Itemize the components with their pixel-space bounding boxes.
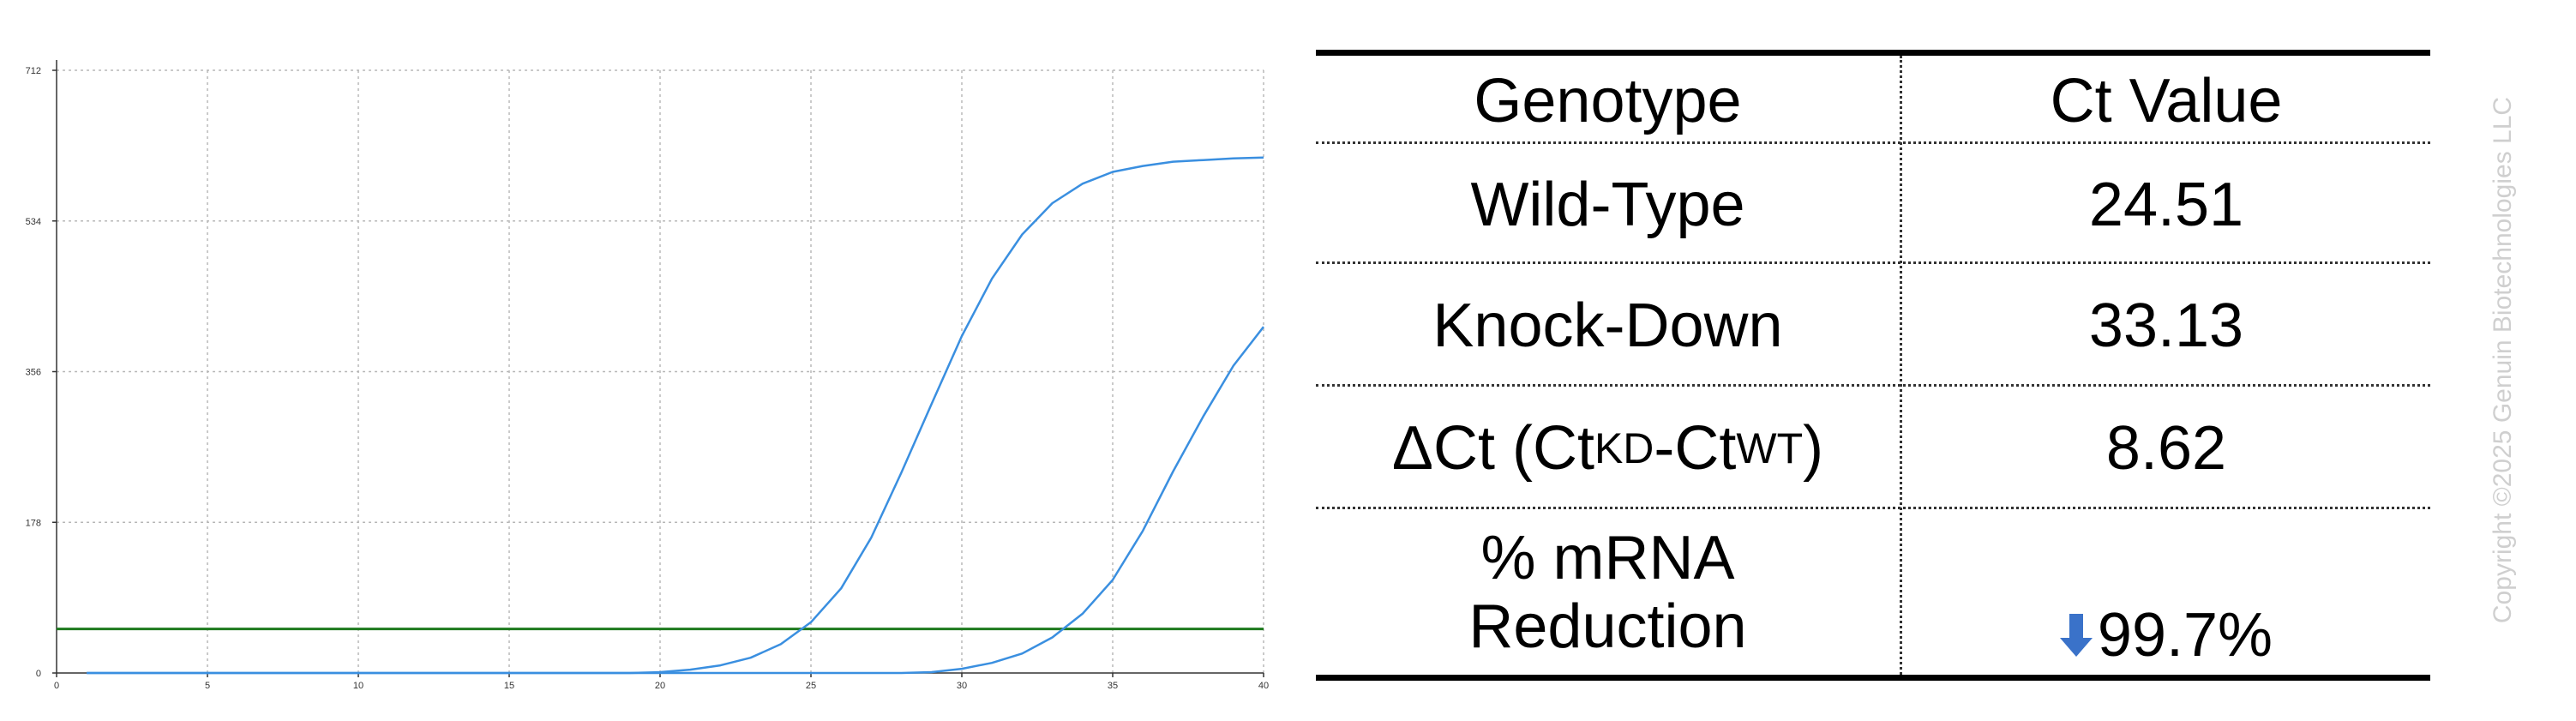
y-tick-label: 712 [26, 66, 41, 76]
y-tick-label: 356 [26, 368, 41, 378]
amplification-curve-1 [87, 156, 1264, 675]
x-tick-label: 15 [504, 681, 514, 691]
y-tick-label: 0 [36, 669, 41, 679]
delta-ct-lead: ΔCt (Ct [1391, 414, 1594, 483]
results-table: Genotype Ct Value Wild-Type 24.51 Knock-… [1316, 50, 2430, 681]
x-tick-label: 5 [205, 681, 210, 691]
row-divider [1316, 507, 2430, 509]
row-divider [1316, 261, 2430, 264]
y-tick-label: 178 [26, 518, 41, 528]
watermark-text: Copyright ©2025 Genuin Biotechnologies L… [2489, 96, 2517, 624]
amplification-curve-2 [87, 326, 1264, 675]
x-tick-label: 35 [1108, 681, 1118, 691]
row-value-knock-down: 33.13 [2088, 291, 2244, 360]
delta-ct-close: ) [1803, 414, 1824, 483]
row-label-mrna-reduction: % mRNA Reduction [1316, 511, 1900, 674]
down-arrow-icon [2059, 614, 2093, 657]
row-label-delta-ct: ΔCt (Ct KD -Ct WT) [1316, 388, 1900, 508]
row-value-delta-ct: 8.62 [2105, 414, 2227, 483]
row-value-mrna-reduction: 99.7% [1902, 597, 2430, 674]
x-tick-label: 0 [54, 681, 59, 691]
x-tick-label: 40 [1258, 681, 1269, 691]
qpcr-amplification-chart: 0 5 10 15 20 25 30 35 40 0 178 356 534 712 [26, 60, 1269, 691]
tick-labels: 0 5 10 15 20 25 30 35 40 0 178 356 534 712 [26, 66, 1269, 691]
header-ct-value: Ct Value [2050, 67, 2283, 135]
x-tick-label: 20 [655, 681, 665, 691]
row-label-knock-down: Knock-Down [1432, 291, 1783, 360]
grid-lines [57, 69, 1264, 673]
x-tick-label: 25 [806, 681, 816, 691]
reduction-label-line1: % mRNA [1480, 524, 1735, 592]
table-bottom-rule [1316, 675, 2430, 681]
delta-ct-sub-wt: WT [1736, 424, 1804, 472]
row-label-wild-type: Wild-Type [1470, 171, 1745, 239]
x-tick-label: 10 [353, 681, 363, 691]
chart-axes [52, 60, 1264, 677]
delta-ct-mid: -Ct [1654, 414, 1737, 483]
y-tick-label: 534 [26, 217, 41, 227]
header-genotype: Genotype [1474, 67, 1742, 135]
table-top-rule [1316, 50, 2430, 56]
row-divider [1316, 384, 2430, 387]
x-tick-label: 30 [957, 681, 967, 691]
reduction-label-line2: Reduction [1468, 592, 1747, 661]
reduction-value: 99.7% [2097, 601, 2273, 670]
series-layer [87, 156, 1264, 675]
row-value-wild-type: 24.51 [2088, 171, 2244, 239]
delta-ct-sub-kd: KD [1594, 424, 1654, 472]
header-divider [1316, 141, 2430, 144]
column-divider [1900, 56, 1902, 675]
